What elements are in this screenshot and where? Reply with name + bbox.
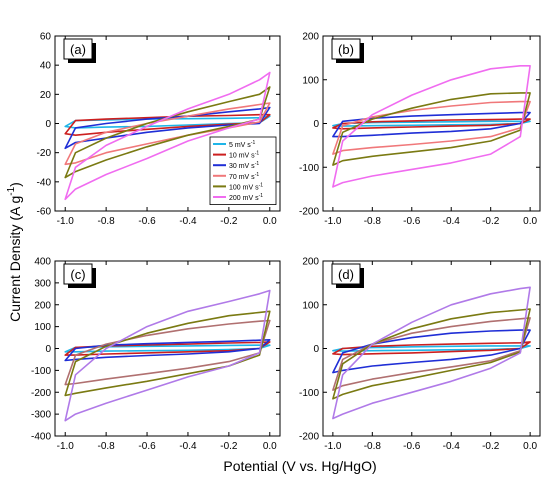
x-tick-label: -0.6 bbox=[403, 216, 421, 227]
x-tick-label: -0.6 bbox=[138, 441, 156, 452]
legend-label: 70 mV s-1 bbox=[229, 172, 259, 181]
x-tick-label: 0.0 bbox=[523, 216, 537, 227]
panel-label-box bbox=[331, 263, 361, 285]
x-tick-label: -0.8 bbox=[364, 216, 382, 227]
y-tick-label: -300 bbox=[31, 410, 51, 421]
legend-label: 10 mV s-1 bbox=[229, 151, 259, 160]
legend-label: 100 mV s-1 bbox=[229, 182, 263, 191]
panel-4: -200 -100 0 100 200 -1.0 -0.8 -0.6 -0.4 -0.2 0.0 (d… bbox=[299, 257, 541, 452]
y-tick-label: 200 bbox=[34, 300, 51, 311]
y-tick-label: 100 bbox=[302, 300, 319, 311]
y-tick-label: 0 bbox=[45, 344, 51, 355]
cv-curve-1 bbox=[64, 344, 271, 353]
cv-curve-1 bbox=[332, 120, 531, 127]
y-tick-label: -200 bbox=[299, 432, 319, 443]
cv-curve-3 bbox=[64, 106, 271, 150]
y-tick-label: -60 bbox=[37, 207, 52, 218]
y-tick-label: -40 bbox=[37, 177, 52, 188]
y-tick-label: 60 bbox=[40, 32, 52, 43]
y-tick-label: 400 bbox=[34, 257, 51, 268]
y-axis-label: Current Density (A g-1) bbox=[6, 182, 23, 322]
cv-curve-4 bbox=[64, 102, 271, 166]
x-tick-label: 0.0 bbox=[263, 216, 277, 227]
panel-1: -60 -40 -20 0 20 40 60 -1.0 -0.8 -0.6 -0.4 -0.2 0.0 (… bbox=[37, 32, 281, 227]
cv-curve-3 bbox=[64, 339, 271, 362]
legend-label: 30 mV s-1 bbox=[229, 161, 259, 170]
x-tick-label: -0.6 bbox=[403, 441, 421, 452]
x-tick-label: -1.0 bbox=[324, 441, 342, 452]
y-tick-label: 200 bbox=[302, 257, 319, 268]
panel-3: -400 -300 -200 -100 0 100 200 300 400 -1.0 -0.8 -0.… bbox=[31, 257, 281, 452]
x-tick-label: -0.6 bbox=[138, 216, 156, 227]
cv-curve-4 bbox=[332, 317, 531, 391]
cv-curve-2 bbox=[64, 113, 271, 136]
y-tick-label: 0 bbox=[45, 119, 51, 130]
panel-label-box bbox=[63, 38, 93, 60]
panel-label-box bbox=[63, 263, 93, 285]
legend-label: 5 mV s-1 bbox=[229, 140, 255, 149]
legend-label: 200 mV s-1 bbox=[229, 193, 263, 202]
cv-curve-6 bbox=[64, 289, 271, 422]
cv-curve-6 bbox=[332, 286, 531, 420]
y-tick-label: 0 bbox=[313, 344, 319, 355]
x-tick-label: -1.0 bbox=[57, 216, 75, 227]
y-tick-label: 100 bbox=[34, 322, 51, 333]
panel-label: (a) bbox=[70, 42, 86, 57]
y-tick-label: -100 bbox=[299, 388, 319, 399]
y-tick-label: 300 bbox=[34, 278, 51, 289]
x-tick-label: -0.8 bbox=[98, 441, 116, 452]
x-tick-label: -0.2 bbox=[220, 441, 238, 452]
x-tick-label: -1.0 bbox=[324, 216, 342, 227]
cv-curve-3 bbox=[332, 329, 531, 374]
panel-2: -200 -100 0 100 200 -1.0 -0.8 -0.6 -0.4 -0.2 0.0 (b… bbox=[299, 32, 541, 227]
y-tick-label: -20 bbox=[37, 148, 52, 159]
cv-curve-5 bbox=[64, 86, 271, 179]
x-axis-label: Potential (V vs. Hg/HgO) bbox=[223, 458, 376, 474]
cv-curve-5 bbox=[332, 92, 531, 166]
x-tick-label: -0.2 bbox=[482, 216, 500, 227]
cv-curve-6 bbox=[64, 71, 271, 201]
cv-curve-3 bbox=[332, 111, 531, 138]
cv-curve-5 bbox=[332, 308, 531, 400]
cv-curve-2 bbox=[64, 341, 271, 356]
cv-curve-1 bbox=[332, 345, 531, 352]
y-tick-label: -100 bbox=[299, 163, 319, 174]
x-tick-label: -1.0 bbox=[57, 441, 75, 452]
panel-label: (d) bbox=[338, 267, 354, 282]
y-tick-label: -200 bbox=[31, 388, 51, 399]
y-tick-label: 0 bbox=[313, 119, 319, 130]
x-tick-label: -0.8 bbox=[364, 441, 382, 452]
x-tick-label: -0.4 bbox=[443, 216, 461, 227]
panel-label: (c) bbox=[70, 267, 85, 282]
cv-curve-1 bbox=[64, 115, 271, 129]
x-tick-label: 0.0 bbox=[263, 441, 277, 452]
x-tick-label: -0.2 bbox=[220, 216, 238, 227]
y-tick-label: -200 bbox=[299, 207, 319, 218]
x-tick-label: -0.4 bbox=[443, 441, 461, 452]
y-tick-label: 40 bbox=[40, 61, 52, 72]
y-tick-label: 200 bbox=[302, 32, 319, 43]
panel-label-box bbox=[331, 38, 361, 60]
cv-curve-2 bbox=[332, 118, 531, 130]
y-tick-label: 100 bbox=[302, 75, 319, 86]
x-tick-label: -0.8 bbox=[98, 216, 116, 227]
legend-box bbox=[209, 136, 277, 205]
cv-curve-6 bbox=[332, 65, 531, 188]
y-tick-label: 20 bbox=[40, 90, 52, 101]
x-tick-label: -0.4 bbox=[179, 441, 197, 452]
x-tick-label: -0.2 bbox=[482, 441, 500, 452]
cv-curve-2 bbox=[332, 341, 531, 356]
y-tick-label: -400 bbox=[31, 432, 51, 443]
panel-label: (b) bbox=[338, 42, 354, 57]
x-tick-label: 0.0 bbox=[523, 441, 537, 452]
x-tick-label: -0.4 bbox=[179, 216, 197, 227]
y-tick-label: -100 bbox=[31, 366, 51, 377]
